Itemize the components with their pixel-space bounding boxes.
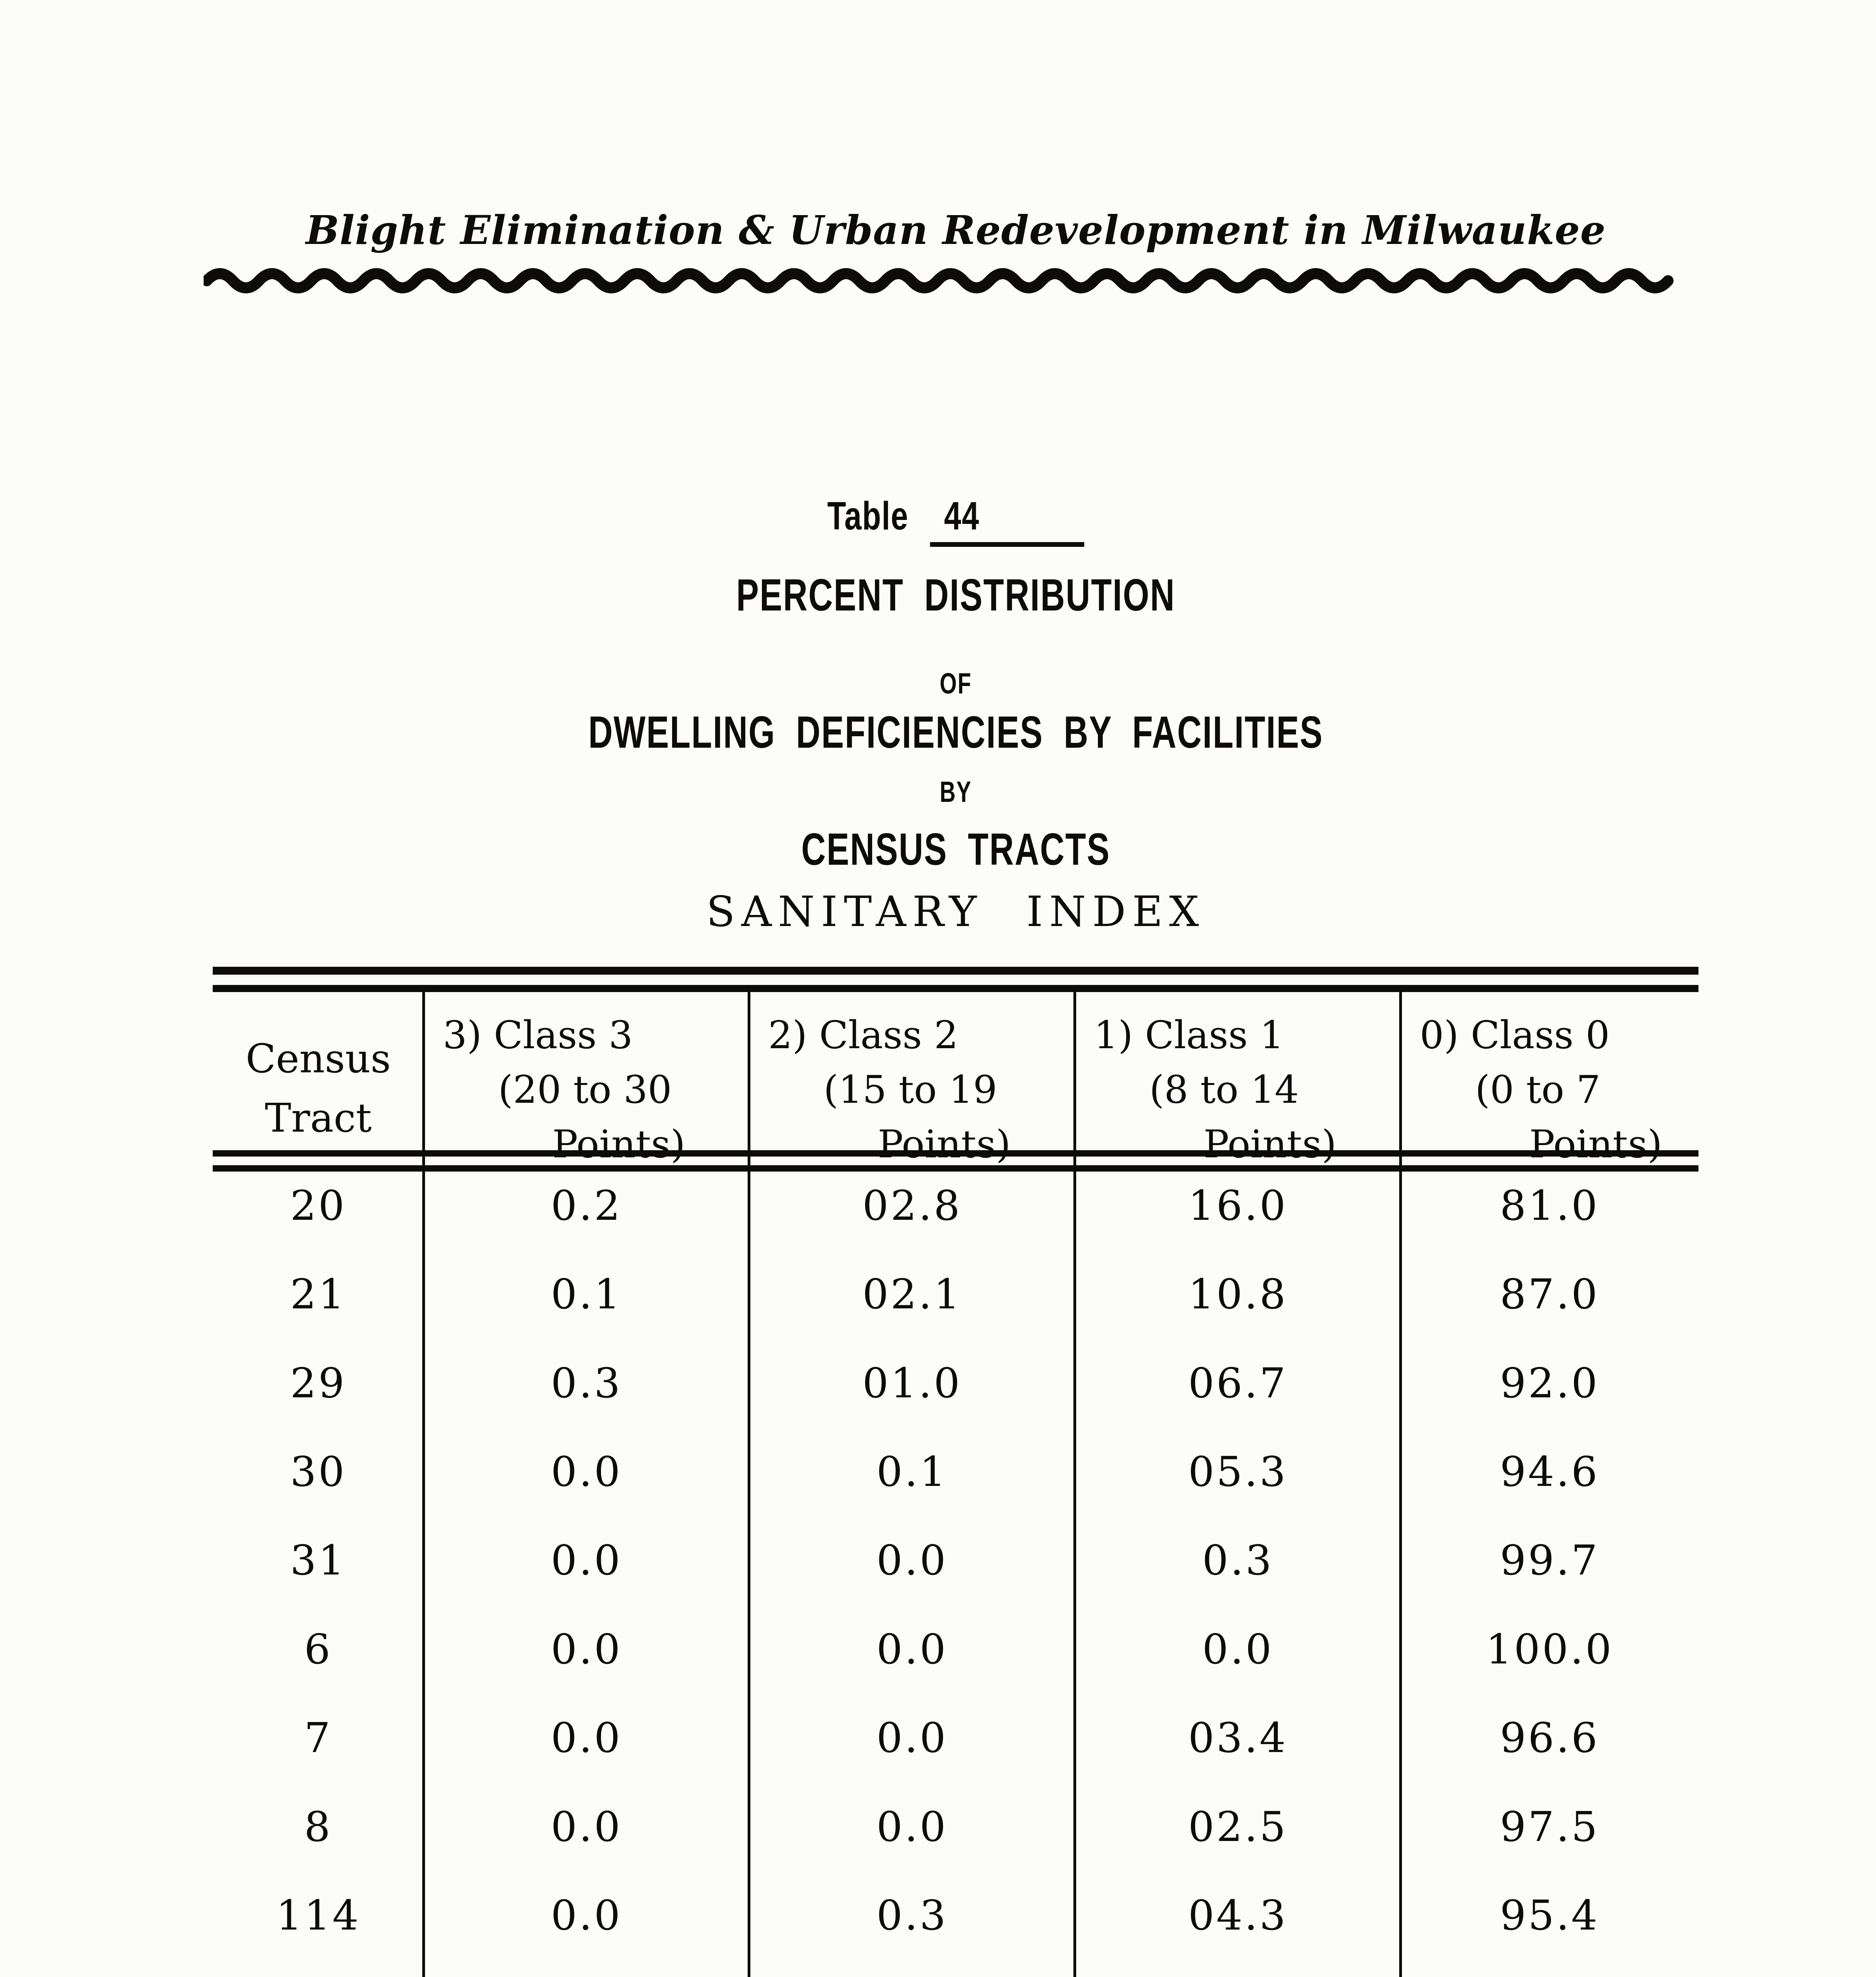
cell-class2: 0.0 <box>876 1625 948 1673</box>
cell-class0: 97.9 <box>1401 1970 1698 1977</box>
running-head: Blight Elimination & Urban Redevelopment… <box>306 207 1606 253</box>
cell-class1: 0.0 <box>1202 1625 1274 1673</box>
cell-class1: 05.3 <box>1188 1448 1288 1496</box>
column-header-class0: 0) Class 0 (0 to 7 Points) <box>1420 1013 1663 1166</box>
table-header-row: Census Tract 3) Class 3 (20 to 30 Points… <box>213 992 1698 1166</box>
cell-class1: 03.4 <box>1188 1714 1288 1762</box>
cell-class2: 02.1 <box>862 1270 962 1319</box>
table-row: 6 0.0 0.0 0.0 100.0 <box>213 1615 1698 1704</box>
table-row: 29 0.3 01.0 06.7 92.0 <box>213 1349 1698 1438</box>
table-caption: Table 44 <box>238 493 1674 547</box>
cell-class0: 95.4 <box>1500 1891 1600 1939</box>
table-row: 21 0.1 02.1 10.8 87.0 <box>213 1260 1698 1349</box>
cell-class0: 96.6 <box>1500 1714 1600 1762</box>
table-number: 44 <box>944 494 980 538</box>
wavy-rule <box>204 268 1674 293</box>
cell-class3: 0.1 <box>551 1270 622 1319</box>
table-header-rule <box>213 1150 1698 1172</box>
column-separator <box>748 992 750 1977</box>
data-table: Census Tract 3) Class 3 (20 to 30 Points… <box>213 967 1698 1977</box>
cell-class3: 0.3 <box>551 1359 622 1407</box>
cell-class0: 92.0 <box>1500 1359 1600 1407</box>
column-header-census-tract: Census Tract <box>246 1036 391 1141</box>
table-row: 7 0.0 0.0 03.4 96.6 <box>213 1704 1698 1792</box>
cell-class2: 02.8 <box>862 1181 962 1230</box>
table-body: 20 0.2 02.8 16.0 81.0 21 0.1 02.1 10.8 8… <box>213 1172 1698 1977</box>
cell-class1: 01.9 <box>1075 1970 1401 1977</box>
cell-class3: 0.0 <box>551 1714 622 1762</box>
cell-census-tract: 21 <box>290 1270 347 1319</box>
cell-class1: 04.3 <box>1188 1891 1288 1939</box>
title-of: OF <box>939 667 972 700</box>
cell-class1: 06.7 <box>1188 1359 1288 1407</box>
cell-census-tract: 29 <box>290 1359 347 1407</box>
cell-class3: 0.0 <box>551 1625 622 1673</box>
table-row: 8 0.0 0.0 02.5 97.5 <box>213 1793 1698 1881</box>
cell-census-tract: 113 <box>213 1970 424 1977</box>
cell-class2: 0.0 <box>876 1714 948 1762</box>
cell-class2: 0.0 <box>876 1802 948 1851</box>
cell-class3: 0.0 <box>551 1536 622 1585</box>
cell-class2: 0.0 <box>876 1536 948 1585</box>
table-row: 30 0.0 0.1 05.3 94.6 <box>213 1438 1698 1526</box>
column-separator <box>1073 992 1076 1977</box>
cell-census-tract: 31 <box>290 1536 347 1585</box>
cell-class0: 100.0 <box>1486 1625 1613 1673</box>
table-number-underline: 44 <box>930 493 1084 547</box>
cell-class0: 99.7 <box>1500 1536 1600 1585</box>
cell-class2: 0.3 <box>876 1891 948 1939</box>
cell-class1: 16.0 <box>1188 1181 1288 1230</box>
cell-class0: 94.6 <box>1500 1448 1600 1496</box>
table-row: 20 0.2 02.8 16.0 81.0 <box>213 1172 1698 1260</box>
title-percent-distribution: PERCENT DISTRIBUTION <box>736 570 1175 620</box>
cell-class1: 0.3 <box>1202 1536 1274 1585</box>
cell-class3: 0.0 <box>551 1891 622 1939</box>
cell-census-tract: 8 <box>304 1802 333 1851</box>
cell-class2: 0.1 <box>876 1448 948 1496</box>
table-row: 113 0.0 0.2 01.9 97.9 <box>213 1970 1698 1977</box>
cell-census-tract: 114 <box>276 1891 361 1939</box>
column-separator <box>1399 992 1402 1977</box>
cell-class1: 10.8 <box>1188 1270 1288 1319</box>
cell-class2: 01.0 <box>862 1359 962 1407</box>
table-caption-label: Table <box>827 494 909 538</box>
cell-class3: 0.0 <box>551 1448 622 1496</box>
cell-census-tract: 20 <box>290 1181 347 1230</box>
column-header-class3: 3) Class 3 (20 to 30 Points) <box>443 1013 686 1166</box>
subtitle-sanitary-index: SANITARY INDEX <box>706 887 1205 936</box>
cell-census-tract: 30 <box>290 1448 347 1496</box>
cell-census-tract: 6 <box>304 1625 333 1673</box>
cell-class2: 0.2 <box>749 1970 1075 1977</box>
table-top-rule <box>213 967 1698 992</box>
cell-class0: 81.0 <box>1500 1181 1600 1230</box>
table-row: 31 0.0 0.0 0.3 99.7 <box>213 1526 1698 1615</box>
cell-class3: 0.0 <box>424 1970 749 1977</box>
title-census-tracts: CENSUS TRACTS <box>801 824 1111 875</box>
cell-class1: 02.5 <box>1188 1802 1288 1851</box>
column-header-class1: 1) Class 1 (8 to 14 Points) <box>1094 1013 1337 1166</box>
cell-class3: 0.2 <box>551 1181 622 1230</box>
title-dwelling-deficiencies: DWELLING DEFICIENCIES BY FACILITIES <box>588 707 1324 758</box>
column-separator <box>422 992 425 1977</box>
cell-class0: 87.0 <box>1500 1270 1600 1319</box>
title-by: BY <box>939 775 972 808</box>
table-row: 114 0.0 0.3 04.3 95.4 <box>213 1881 1698 1970</box>
cell-class3: 0.0 <box>551 1802 622 1851</box>
cell-census-tract: 7 <box>304 1714 333 1762</box>
column-header-class2: 2) Class 2 (15 to 19 Points) <box>768 1013 1011 1166</box>
cell-class0: 97.5 <box>1500 1802 1600 1851</box>
